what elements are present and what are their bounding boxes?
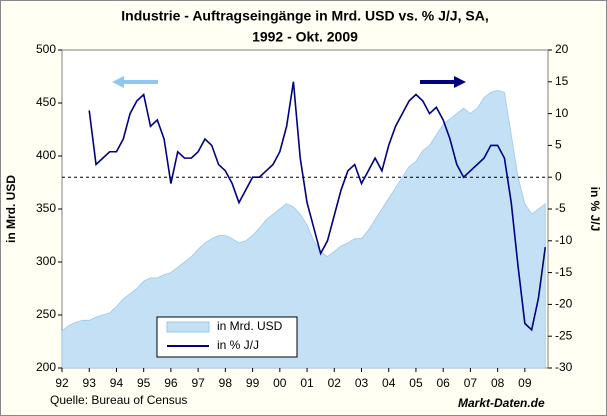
x-tick-label: 99 [246,376,260,390]
y2-tick-label: 15 [555,74,569,88]
source: Quelle: Bureau of Census [50,393,187,407]
y-tick-label: 500 [36,42,56,56]
x-tick-label: 01 [300,376,314,390]
x-tick-label: 09 [518,376,532,390]
legend-swatch [166,321,210,333]
x-tick-label: 08 [491,376,505,390]
y2-tick-label: 10 [555,106,569,120]
x-tick-label: 92 [55,376,69,390]
x-tick-label: 06 [436,376,450,390]
y2-tick-label: -30 [555,360,573,374]
legend-label: in Mrd. USD [217,319,283,333]
legend: in Mrd. USD in % J/J [156,316,298,358]
y-tick-label: 300 [36,254,56,268]
y2-axis-label: in % J/J [588,187,602,232]
line [88,81,547,332]
chart-subtitle: 1992 - Okt. 2009 [252,29,358,45]
x-tick-label: 04 [382,376,396,390]
x-tick-label: 98 [219,376,233,390]
x-tick-label: 00 [273,376,287,390]
y-tick-label: 250 [36,307,56,321]
x-tick-label: 05 [409,376,423,390]
legend-label: in % J/J [217,338,259,352]
x-tick-label: 93 [83,376,97,390]
y2-tick-label: 5 [555,138,562,152]
y2-tick-label: 20 [555,42,569,56]
arrow-right [420,76,466,88]
y2-tick-label: -5 [555,201,566,215]
y2-tick-label: -10 [555,233,573,247]
y-axis-label: in Mrd. USD [4,175,18,243]
y2-tick-label: -20 [555,297,573,311]
y-tick-label: 350 [36,201,56,215]
x-tick-label: 03 [355,376,369,390]
area [61,89,546,369]
x-tick-label: 97 [191,376,205,390]
y-tick-label: 450 [36,95,56,109]
x-tick-label: 02 [328,376,342,390]
x-tick-label: 96 [164,376,178,390]
x-tick-label: 94 [110,376,124,390]
arrow-left [112,76,158,88]
chart-title: Industrie - Auftragseingänge in Mrd. USD… [121,8,488,24]
x-tick-label: 07 [464,376,478,390]
y-tick-label: 400 [36,148,56,162]
y2-tick-label: -15 [555,265,573,279]
x-tick-label: 95 [137,376,151,390]
y2-tick-label: 0 [555,169,562,183]
y2-tick-label: -25 [555,328,573,342]
credit: Markt-Daten.de [458,396,545,410]
y-tick-label: 200 [36,360,56,374]
